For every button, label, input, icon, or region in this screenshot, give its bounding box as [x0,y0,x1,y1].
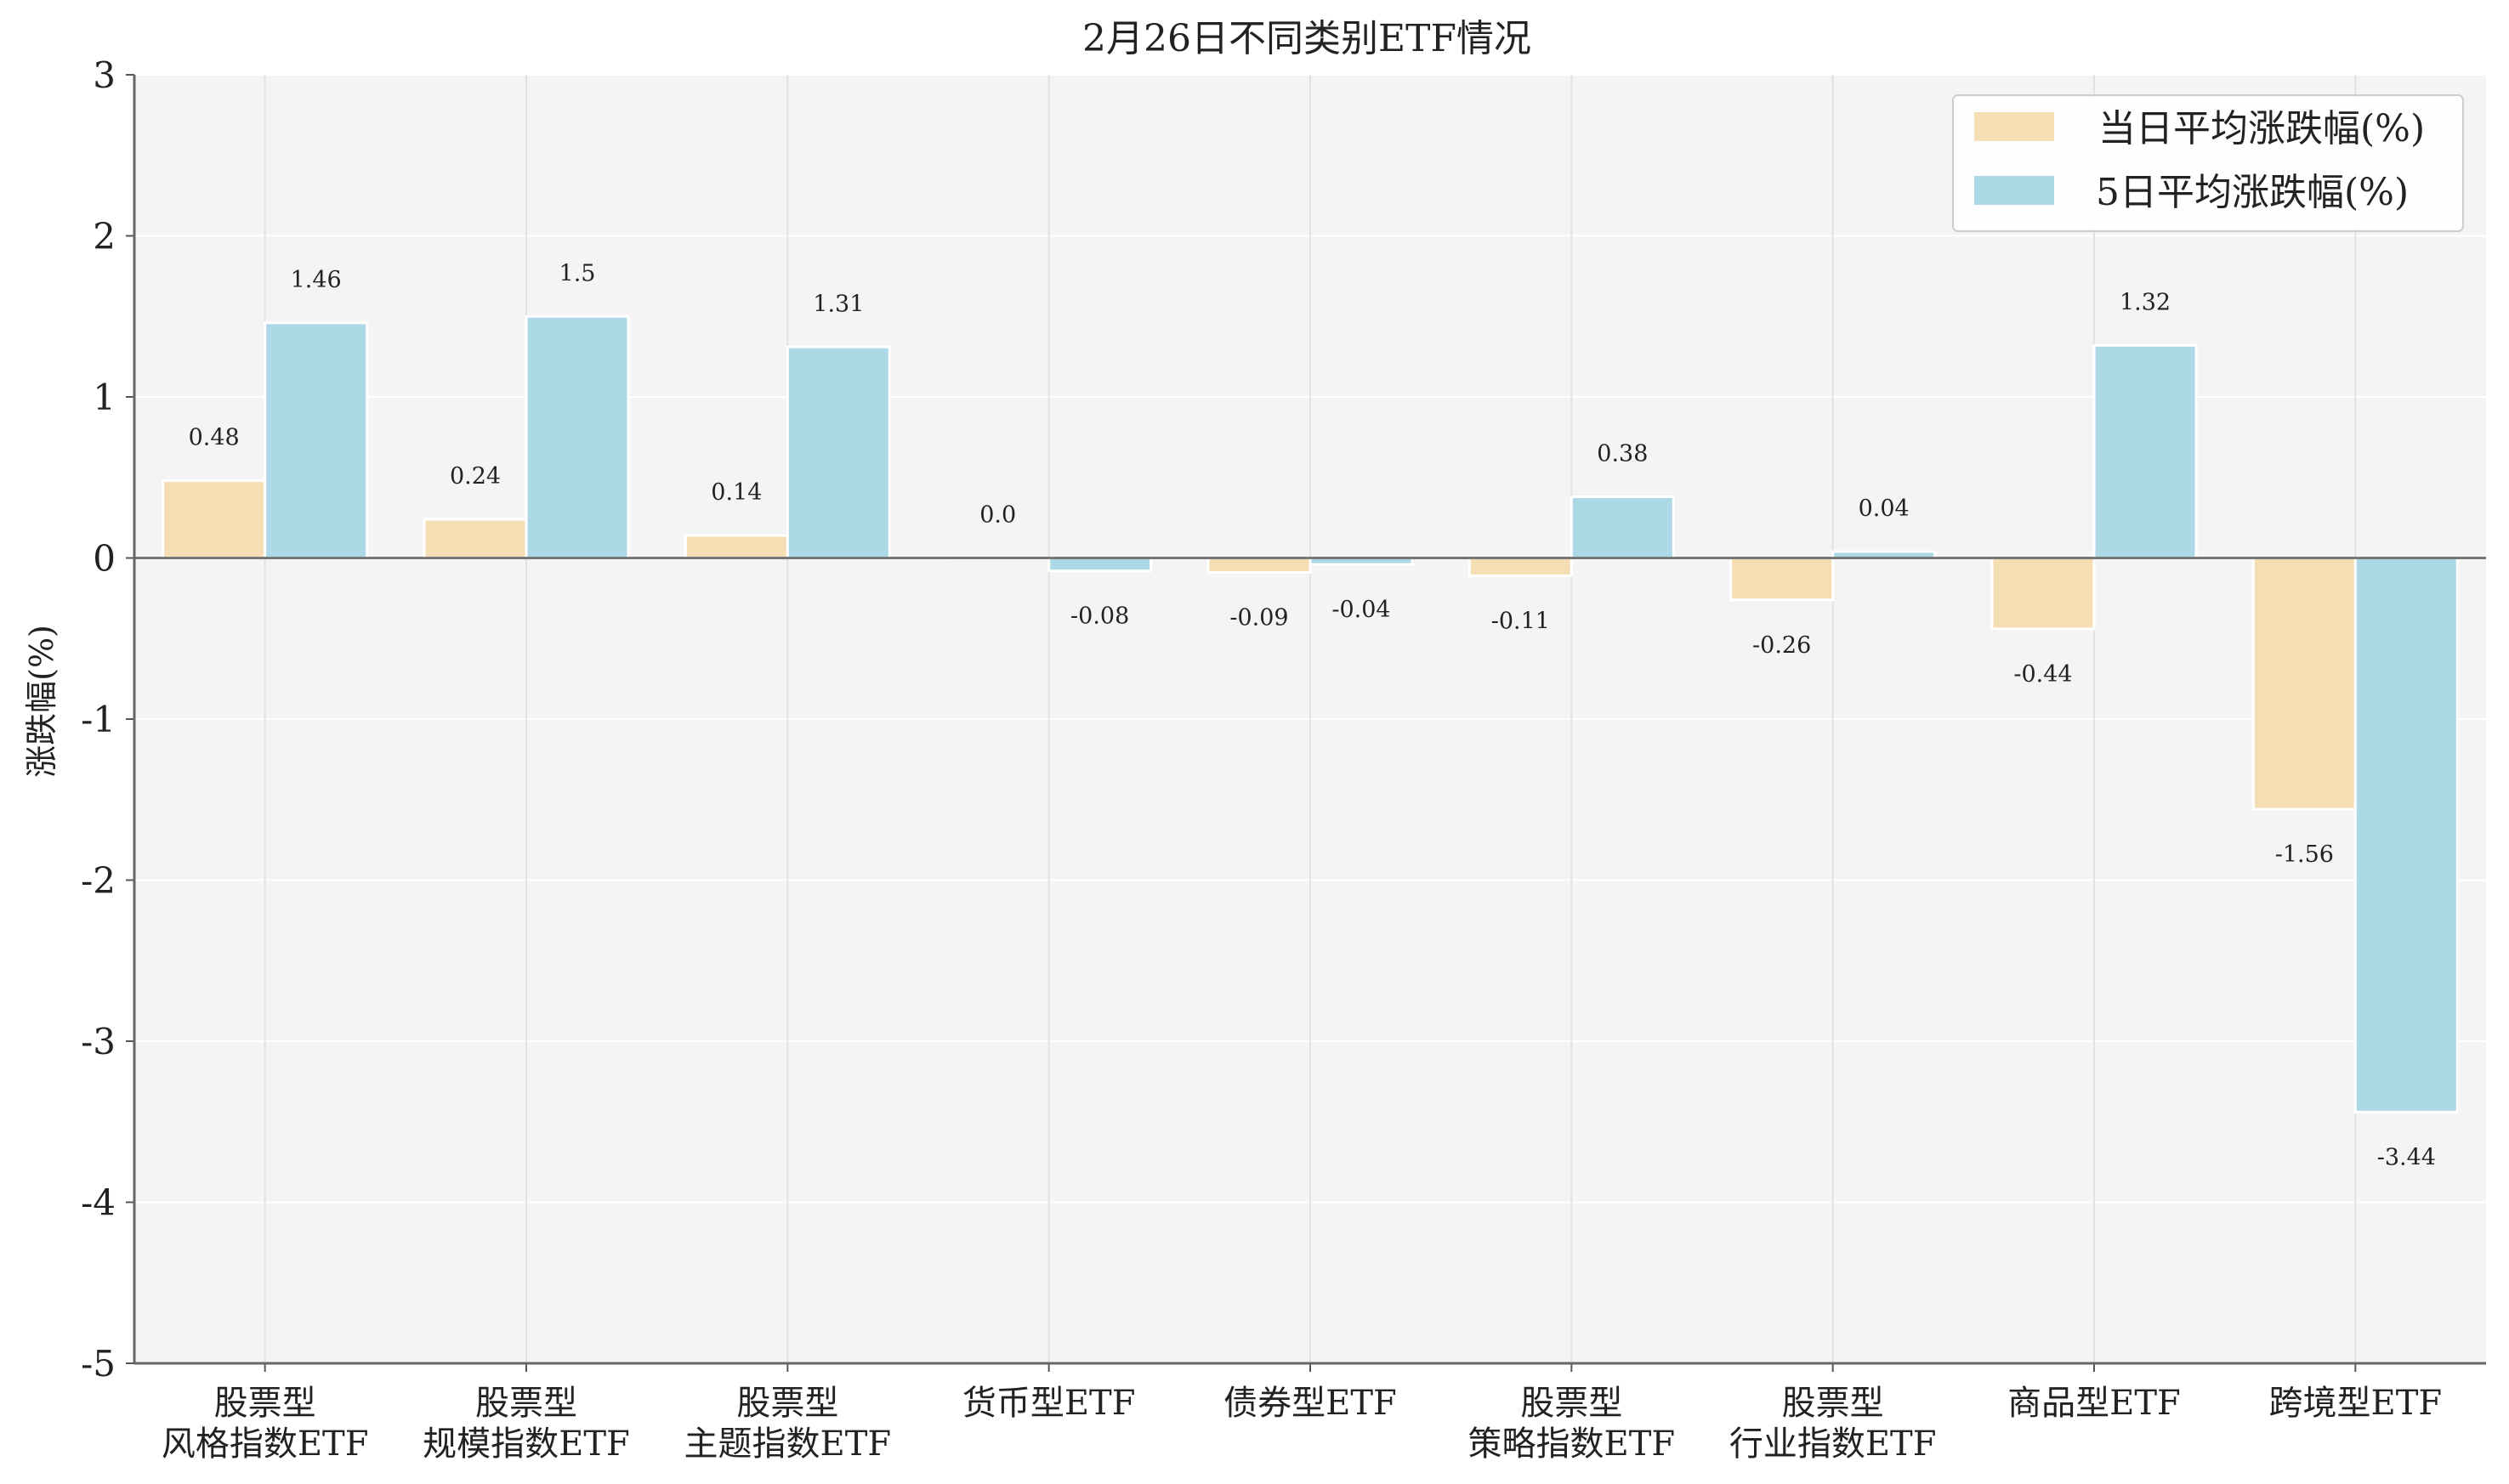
legend-swatch-daily [1974,112,2054,141]
x-tick-label: 股票型 [1782,1384,1884,1423]
data-label: 1.46 [291,267,342,293]
legend-label-daily: 当日平均涨跌幅(%) [2098,107,2425,150]
y-tick-label: 2 [93,216,116,258]
chart-title: 2月26日不同类别ETF情况 [1082,17,1531,60]
bar [1047,557,1153,573]
x-tick-label: 跨境型ETF [2269,1384,2443,1423]
data-label: 0.04 [1859,496,1910,522]
y-tick-label: -1 [81,699,116,740]
bars [162,314,2459,1113]
x-tick-label: 行业指数ETF [1729,1425,1937,1464]
x-tick-label: 规模指数ETF [423,1425,630,1464]
data-label: -1.56 [2275,841,2334,868]
data-label: -0.11 [1491,608,1550,634]
x-tick-label: 主题指数ETF [684,1425,892,1464]
y-axis-label: 涨跌幅(%) [23,625,60,778]
legend-swatch-5day [1974,176,2054,205]
data-label: 1.5 [559,260,596,286]
data-label: -3.44 [2377,1144,2436,1170]
data-label: 0.0 [979,502,1016,529]
x-tick-label: 股票型 [475,1384,577,1423]
data-label: 0.24 [450,463,501,490]
legend-box [1952,94,2464,232]
bar [525,314,630,559]
y-tick-label: -2 [81,860,116,902]
y-tick-label: 1 [93,377,116,418]
bar [1990,557,2096,631]
data-label: -0.44 [2013,661,2072,688]
x-tick-label: 债券型ETF [1223,1384,1397,1423]
bar [2353,557,2459,1113]
data-label: 1.32 [2120,289,2171,315]
data-label: 0.38 [1597,440,1648,467]
data-label: -0.04 [1331,597,1390,623]
bar [423,518,528,560]
legend: 当日平均涨跌幅(%) 5日平均涨跌幅(%) [1952,94,2464,232]
bar [1570,495,1675,559]
bar [2092,343,2198,559]
data-label: -0.08 [1070,603,1129,630]
x-tick-label: 货币型ETF [962,1384,1136,1423]
x-tick-label: 股票型 [736,1384,838,1423]
bar [1729,557,1835,602]
data-label: 1.31 [813,291,864,317]
data-label: 0.14 [711,479,762,506]
y-tick-label: -5 [81,1343,116,1385]
x-tick-label: 风格指数ETF [162,1425,369,1464]
data-label: 0.48 [189,425,240,451]
y-tick-label: 0 [93,538,116,580]
x-tick-label: 股票型 [1520,1384,1622,1423]
bar [162,479,267,559]
bar [1206,557,1312,575]
axes: 3210-1-2-3-4-5股票型风格指数ETF股票型规模指数ETF股票型主题指… [81,54,2486,1464]
bar [684,534,789,559]
x-tick-label: 商品型ETF [2007,1384,2181,1423]
x-tick-label: 策略指数ETF [1468,1425,1676,1464]
data-label: -0.26 [1752,632,1811,659]
y-tick-label: -3 [81,1021,116,1062]
bar [786,345,891,559]
data-label: -0.09 [1229,605,1288,632]
bar [264,321,369,559]
legend-label-5day: 5日平均涨跌幅(%) [2096,171,2409,214]
y-tick-label: 3 [93,54,116,96]
bar [1467,557,1573,577]
bar [2251,557,2357,811]
x-tick-label: 股票型 [214,1384,316,1423]
y-tick-label: -4 [81,1182,116,1224]
data-labels: 0.48 0.24 0.14 0.0 -0.09 -0.11 -0.26 -0.44 -1.56… [189,260,2436,1170]
